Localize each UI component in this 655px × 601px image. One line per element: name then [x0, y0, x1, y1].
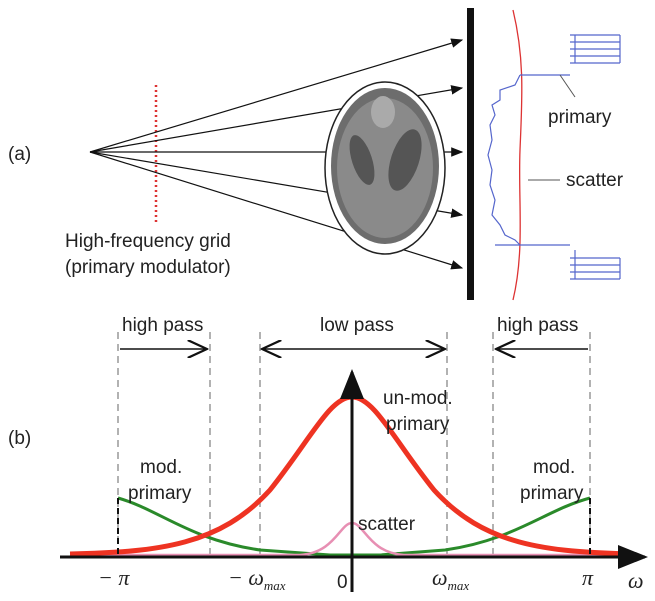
label: High-frequency grid [65, 231, 231, 252]
sign: − [228, 565, 248, 590]
band-label: high pass [122, 315, 203, 336]
curve-label: primary [128, 483, 192, 504]
axis-label: ωmax [432, 565, 469, 593]
detector [467, 8, 474, 300]
mod-primary-curve [118, 498, 590, 555]
panel-a: (a) primary scatter High-frequency grid … [8, 8, 624, 300]
curve-label: mod. [533, 457, 575, 478]
symbol: ω [248, 565, 264, 590]
primary-profile [488, 35, 620, 279]
curve-label: un-mod. [383, 388, 453, 409]
axis-label: 0 [337, 572, 348, 593]
axis-label: π [582, 565, 594, 590]
axis-label: − π [98, 565, 130, 590]
panel-b: (b) high pass low pass high pass un-mod.… [8, 315, 645, 593]
label: (primary modulator) [65, 257, 231, 278]
figure: (a) primary scatter High-frequency grid … [0, 0, 655, 601]
axis-label: − ωmax [228, 565, 286, 593]
axis-label: ω [628, 568, 644, 593]
scatter-profile [513, 10, 522, 300]
symbol: ω [432, 565, 448, 590]
phantom [325, 82, 445, 254]
leader [560, 75, 575, 97]
curve-label: mod. [140, 457, 182, 478]
curve-label: primary [386, 414, 450, 435]
panel-label: (a) [8, 144, 31, 165]
label: primary [548, 107, 612, 128]
subscript: max [448, 578, 470, 593]
curve-label: primary [520, 483, 584, 504]
label: scatter [566, 170, 624, 191]
band-label: high pass [497, 315, 578, 336]
curve-label: scatter [358, 514, 416, 535]
band-label: low pass [320, 315, 394, 336]
panel-label: (b) [8, 428, 31, 449]
subscript: max [264, 578, 286, 593]
